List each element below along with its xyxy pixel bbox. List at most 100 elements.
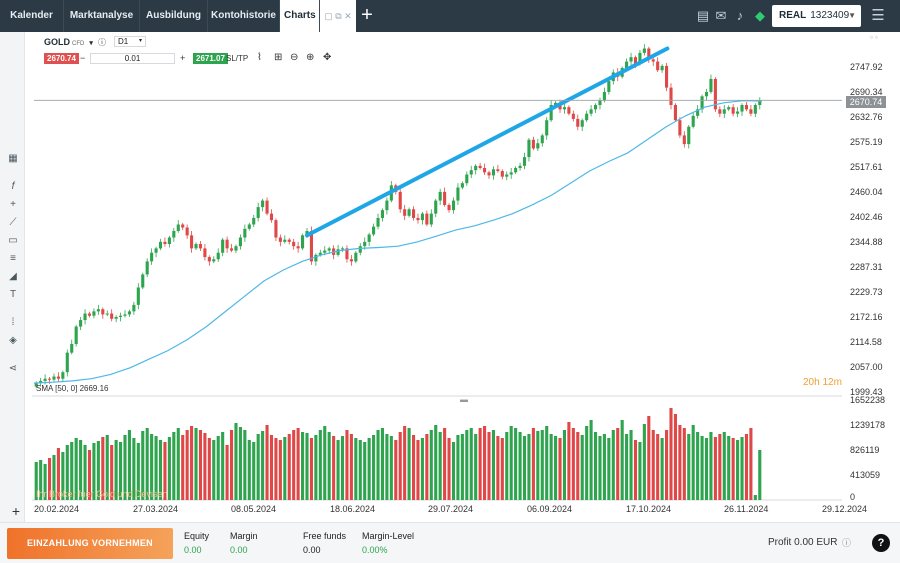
volume-bar bbox=[327, 432, 331, 500]
sma-indicator-label[interactable]: SMA [50, 0] 2669.16 bbox=[36, 384, 109, 393]
lot-decrease-button[interactable]: − bbox=[80, 53, 86, 63]
lot-increase-button[interactable]: + bbox=[180, 53, 186, 63]
price-tick-label: 2057.00 bbox=[850, 362, 883, 372]
fibonacci-tool-icon[interactable]: ≡ bbox=[10, 253, 16, 264]
free-funds-value: 0.00 bbox=[303, 545, 321, 555]
share-icon[interactable]: ⋖ bbox=[8, 363, 18, 374]
volume-bar bbox=[420, 438, 424, 500]
volume-bar bbox=[487, 432, 491, 500]
text-tool-icon[interactable]: T bbox=[9, 289, 17, 300]
sltp-button[interactable]: SL/TP bbox=[226, 54, 249, 63]
candle-body bbox=[509, 172, 513, 175]
candle-body bbox=[203, 248, 207, 258]
zoom-out-icon[interactable]: ⊖ bbox=[290, 52, 299, 63]
volume-bar bbox=[540, 430, 544, 500]
candle-body bbox=[43, 378, 47, 381]
layers-icon[interactable]: ◈ bbox=[9, 335, 17, 346]
add-pane-button[interactable]: + bbox=[11, 503, 21, 519]
volume-bar bbox=[633, 440, 638, 500]
pane-resize-handle[interactable]: ▬ bbox=[460, 395, 468, 404]
timeframe-selector[interactable]: D1 ▾ bbox=[114, 36, 146, 47]
tab-charts[interactable]: Charts ▾ bbox=[280, 0, 320, 53]
volume-bar bbox=[380, 428, 385, 500]
volume-bar bbox=[669, 408, 673, 500]
volume-bar bbox=[438, 432, 442, 500]
envelope-icon[interactable]: ✉ bbox=[715, 8, 727, 23]
layout-icon[interactable]: ▤ bbox=[696, 8, 710, 23]
candle-body bbox=[598, 100, 602, 105]
buy-price-button[interactable]: 2671.07 bbox=[193, 53, 228, 64]
volume-bar bbox=[629, 430, 633, 500]
help-button[interactable]: ? bbox=[872, 534, 890, 552]
candle-body bbox=[145, 261, 149, 275]
volume-bar bbox=[549, 434, 553, 500]
candle-body bbox=[522, 157, 527, 166]
volume-bar bbox=[43, 464, 47, 500]
instrument-selector[interactable]: GOLD CFD ▾ bbox=[44, 37, 93, 47]
price-tick-label: 1999.43 bbox=[850, 387, 883, 397]
candle-body bbox=[607, 81, 611, 92]
volume-bar bbox=[753, 495, 757, 500]
volume-bar bbox=[56, 448, 60, 500]
volume-bars bbox=[34, 408, 762, 500]
volume-bar bbox=[744, 434, 749, 500]
grid-layout-icon[interactable]: ▦ bbox=[8, 153, 18, 164]
trendline-tool-icon[interactable]: ⟋ bbox=[9, 217, 17, 228]
candle-body bbox=[749, 109, 753, 114]
candle-body bbox=[181, 224, 185, 228]
candle-body bbox=[540, 135, 544, 144]
margin-value: 0.00 bbox=[230, 545, 248, 555]
candle-body bbox=[549, 104, 553, 121]
magnet-icon[interactable]: ⁞ bbox=[11, 317, 15, 328]
candle-body bbox=[660, 65, 664, 71]
add-tab-button[interactable]: + bbox=[361, 4, 373, 26]
chart-type-icon[interactable]: ⌇ bbox=[257, 52, 262, 63]
volume-bar bbox=[229, 430, 234, 500]
lot-size-input[interactable]: 0.01 bbox=[90, 53, 175, 64]
price-chart[interactable]: 2747.92 2690.34 2632.76 2575.19 2517.61 2460.… bbox=[0, 0, 900, 522]
candle-body bbox=[283, 239, 287, 242]
equity-label: Equity bbox=[184, 531, 210, 541]
tab-window-icons[interactable]: ▢ ⧉ ✕ bbox=[320, 0, 356, 32]
tab-kontohistorie[interactable]: Kontohistorie bbox=[208, 0, 280, 32]
tab-marktanalyse[interactable]: Marktanalyse bbox=[64, 0, 140, 32]
crosshair-icon[interactable]: + bbox=[10, 199, 16, 210]
account-selector[interactable]: REAL 1323409 ▼ bbox=[772, 5, 861, 27]
volume-bar bbox=[585, 426, 589, 500]
zoom-in-icon[interactable]: ⊕ bbox=[306, 52, 315, 63]
candle-body bbox=[718, 109, 722, 114]
volume-bar bbox=[234, 423, 238, 500]
pattern-tool-icon[interactable]: ◢ bbox=[9, 271, 17, 282]
move-icon[interactable]: ✥ bbox=[323, 52, 332, 63]
candle-body bbox=[323, 250, 327, 253]
tab-kalender[interactable]: Kalender bbox=[0, 0, 64, 32]
candle-body bbox=[527, 139, 531, 158]
candle-body bbox=[127, 311, 131, 315]
price-tick-label: 2632.76 bbox=[850, 112, 883, 122]
candle-body bbox=[207, 257, 211, 262]
volume-bar bbox=[620, 420, 624, 500]
candle-body bbox=[656, 61, 660, 71]
info-icon[interactable]: ⓘ bbox=[842, 538, 852, 548]
candle-body bbox=[589, 109, 593, 114]
candle-body bbox=[301, 235, 305, 249]
candle-body bbox=[123, 314, 127, 316]
deposit-button[interactable]: EINZAHLUNG VORNEHMEN bbox=[7, 528, 173, 559]
volume-bar bbox=[145, 428, 149, 500]
sell-price-button[interactable]: 2670.74 bbox=[44, 53, 79, 64]
volume-bar bbox=[52, 455, 56, 500]
indicators-icon[interactable]: ⊞ bbox=[274, 52, 283, 63]
time-tick-label: 17.10.2024 bbox=[626, 504, 671, 514]
volume-bar bbox=[243, 430, 247, 500]
rectangle-tool-icon[interactable]: ▭ bbox=[8, 235, 18, 246]
account-footer: EINZAHLUNG VORNEHMEN Equity 0.00 Margin … bbox=[0, 522, 900, 563]
bell-icon[interactable]: ♪ bbox=[736, 8, 744, 23]
panel-window-icons[interactable]: ▫ ▫ bbox=[870, 33, 878, 42]
indicator-fx-icon[interactable]: f bbox=[11, 181, 15, 192]
info-icon[interactable]: ⓘ bbox=[98, 38, 106, 47]
price-tick-label: 2229.73 bbox=[850, 287, 883, 297]
hamburger-menu-icon[interactable]: ☰ bbox=[871, 7, 885, 24]
trendline-drawing[interactable] bbox=[305, 46, 670, 238]
tab-ausbildung[interactable]: Ausbildung bbox=[140, 0, 208, 32]
time-tick-label: 20.02.2024 bbox=[34, 504, 79, 514]
